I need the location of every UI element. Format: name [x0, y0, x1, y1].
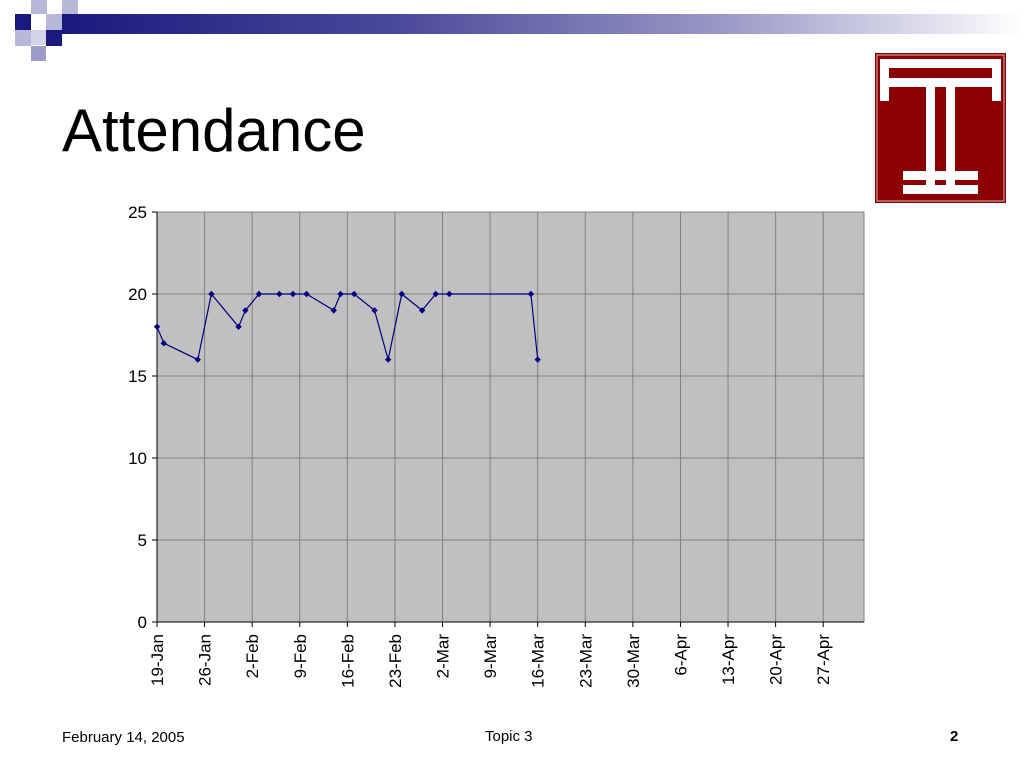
y-tick-label: 25	[128, 203, 147, 222]
header-gradient-bar	[62, 14, 1024, 34]
x-tick-label: 9-Feb	[291, 634, 310, 678]
attendance-chart: 0 5 10 15 20 25 19-Jan 26-Jan 2-Feb 9-Feb 16-Feb 2…	[128, 203, 865, 688]
decor-square	[46, 30, 62, 46]
data-point	[235, 323, 242, 330]
footer-date: February 14, 2005	[62, 729, 185, 746]
plot-area	[156, 211, 865, 623]
data-point	[418, 307, 426, 314]
x-tick-label: 16-Mar	[529, 634, 548, 688]
data-point	[432, 290, 439, 298]
x-tick-label: 26-Jan	[196, 634, 215, 686]
data-point	[242, 307, 249, 314]
data-point	[534, 356, 541, 363]
decor-square	[15, 30, 31, 46]
x-tick-label: 27-Apr	[814, 634, 833, 685]
chart-grid	[157, 212, 864, 622]
attendance-series	[153, 290, 541, 363]
data-point	[337, 290, 344, 298]
data-point	[289, 290, 297, 298]
x-axis: 19-Jan 26-Jan 2-Feb 9-Feb 16-Feb 23-Feb 2-Mar 9…	[148, 621, 864, 688]
decor-square	[15, 14, 31, 30]
x-tick-label: 2-Feb	[243, 634, 262, 678]
x-tick-label: 16-Feb	[338, 634, 357, 688]
x-tick-label: 6-Apr	[671, 634, 690, 676]
data-point	[330, 307, 337, 314]
x-tick-label: 2-Mar	[434, 634, 453, 679]
data-point	[384, 356, 392, 363]
decor-square	[31, 30, 46, 45]
data-point	[303, 290, 310, 298]
data-point	[160, 340, 167, 347]
temple-t-logo-icon	[875, 53, 1006, 203]
data-point	[153, 323, 161, 330]
x-tick-label: 23-Feb	[386, 634, 405, 688]
y-tick-label: 15	[128, 367, 147, 386]
x-tick-label: 9-Mar	[481, 634, 500, 679]
data-point	[350, 290, 358, 298]
y-tick-label: 20	[128, 285, 147, 304]
x-tick-label: 23-Mar	[576, 634, 595, 688]
x-tick-label: 20-Apr	[767, 634, 786, 685]
y-tick-label: 5	[138, 531, 147, 550]
decor-square	[31, 0, 47, 14]
x-tick-label: 19-Jan	[148, 634, 167, 686]
decor-square	[31, 46, 46, 61]
data-point	[527, 290, 535, 298]
x-tick-label: 13-Apr	[719, 634, 738, 685]
data-point	[208, 290, 215, 298]
slide-title: Attendance	[62, 97, 366, 164]
decor-square	[46, 14, 62, 30]
page-number: 2	[950, 728, 959, 745]
data-point	[446, 290, 453, 298]
y-tick-label: 10	[128, 449, 147, 468]
footer-topic: Topic 3	[485, 728, 533, 745]
data-point	[255, 290, 263, 298]
y-axis: 0 5 10 15 20 25	[128, 203, 158, 632]
data-point	[194, 356, 201, 363]
x-tick-label: 30-Mar	[624, 634, 643, 688]
decor-square	[62, 0, 78, 14]
data-point	[371, 307, 378, 314]
data-point	[398, 290, 405, 298]
data-point	[276, 290, 283, 298]
y-tick-label: 0	[138, 613, 147, 632]
